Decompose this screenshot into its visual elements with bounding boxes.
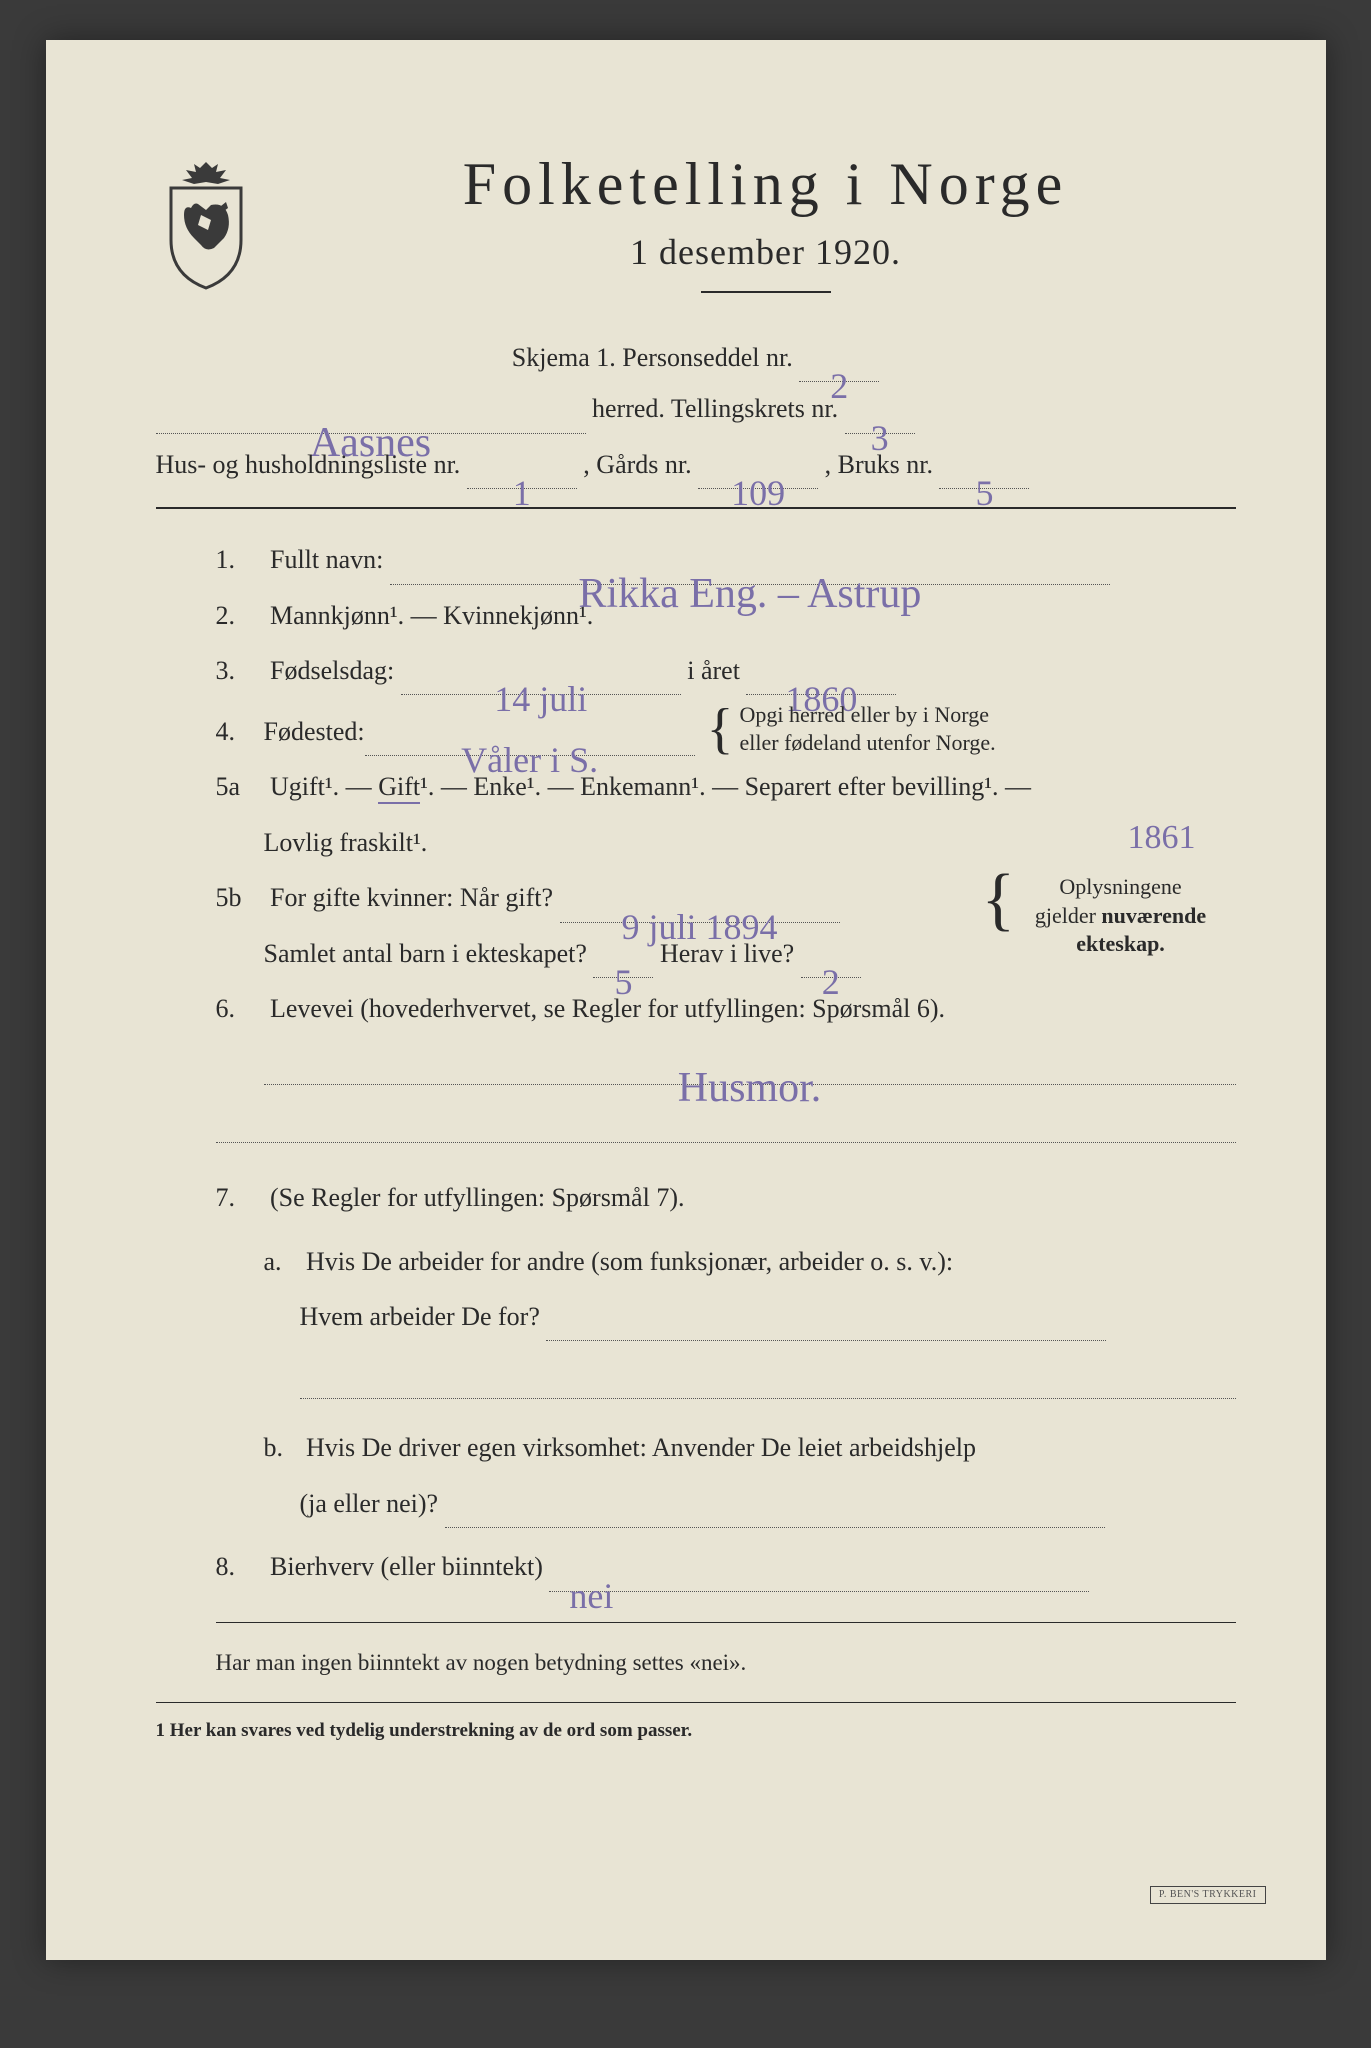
brace-icon: { (982, 879, 1016, 921)
q7a: a. Hvis De arbeider for andre (som funks… (156, 1237, 1236, 1286)
q5a-num: 5a (216, 762, 264, 811)
q7b-l1: Hvis De driver egen virksomhet: Anvender… (306, 1433, 976, 1462)
q5b-label3: Herav i live? (660, 939, 794, 968)
q1-label: Fullt navn: (270, 545, 383, 574)
q6-answer-line: Husmor. (264, 1045, 1236, 1085)
gards-nr: 109 (731, 473, 785, 513)
q7b: b. Hvis De driver egen virksomhet: Anven… (156, 1423, 1236, 1472)
q2: 2. Mannkjønn¹. — Kvinnekjønn¹. (156, 591, 1236, 640)
q5a-selected: Gift (378, 772, 420, 804)
q7a-line2: Hvem arbeider De for? (156, 1292, 1236, 1341)
schema-label: Skjema 1. Personseddel nr. (512, 343, 793, 372)
q6-num: 6. (216, 984, 264, 1033)
schema-line: Skjema 1. Personseddel nr. 2 (156, 333, 1236, 382)
husholdning-line: Hus- og husholdningsliste nr. 1 , Gårds … (156, 440, 1236, 489)
title-subtitle: 1 desember 1920. (296, 231, 1236, 273)
q8-num: 8. (216, 1542, 264, 1591)
q3: 3. Fødselsdag: 14 juli i året 1860 (156, 646, 1236, 695)
coat-of-arms-icon (156, 160, 256, 290)
q7a-l2: Hvem arbeider De for? (300, 1302, 540, 1331)
q5b-label1: For gifte kvinner: Når gift? (270, 883, 553, 912)
q5a-line2: Lovlig fraskilt¹. (156, 818, 1236, 867)
header: Folketelling i Norge 1 desember 1920. (156, 150, 1236, 293)
hus-nr: 1 (513, 473, 531, 513)
section-rule-1 (156, 507, 1236, 509)
q5a-text1: Ugift¹. — Gift¹. — Enke¹. — Enkemann¹. —… (270, 772, 1031, 804)
q5b-line2: Samlet antal barn i ekteskapet? 5 Herav … (156, 929, 1236, 978)
form-body: Skjema 1. Personseddel nr. 2 Aasnes herr… (156, 333, 1236, 1749)
hushold-label1: Hus- og husholdningsliste nr. (156, 450, 461, 479)
q4-note-l2: eller fødeland utenfor Norge. (740, 730, 996, 755)
q6-value: Husmor. (678, 1065, 822, 1111)
q7b-line2: (ja eller nei)? (156, 1479, 1236, 1528)
title-main: Folketelling i Norge (296, 150, 1236, 219)
q5b-side1: Oplysningene (1059, 874, 1181, 899)
q5b-num: 5b (216, 873, 264, 922)
footnote-1: 1 Her kan svares ved tydelig understrekn… (156, 1713, 1236, 1749)
q3-num: 3. (216, 646, 264, 695)
q8: 8. Bierhverv (eller biinntekt) nei (156, 1542, 1236, 1591)
q4-label: Fødested: (264, 707, 365, 756)
census-form-page: Folketelling i Norge 1 desember 1920. Sk… (46, 40, 1326, 1960)
printer-mark: P. BEN'S TRYKKERI (1150, 1886, 1266, 1904)
q2-label: Mannkjønn¹. — Kvinnekjønn¹. (270, 601, 593, 630)
hushold-label3: , Bruks nr. (825, 450, 933, 479)
q7-label: (Se Regler for utfyllingen: Spørsmål 7). (270, 1183, 684, 1212)
footnote-1-text: 1 Her kan svares ved tydelig understrekn… (156, 1720, 693, 1741)
q4-num: 4. (216, 707, 264, 756)
q7: 7. (Se Regler for utfyllingen: Spørsmål … (156, 1173, 1236, 1222)
footer-note-main: Har man ingen biinntekt av nogen betydni… (156, 1641, 1236, 1685)
q6: 6. Levevei (hovederhvervet, se Regler fo… (156, 984, 1236, 1033)
q5b-label2: Samlet antal barn i ekteskapet? (264, 939, 587, 968)
title-underline (701, 291, 831, 293)
q4-note: Opgi herred eller by i Norge eller fødel… (740, 701, 996, 756)
q6-label: Levevei (hovederhvervet, se Regler for u… (270, 994, 945, 1023)
thin-rule (216, 1622, 1236, 1623)
q7b-l2: (ja eller nei)? (300, 1489, 439, 1518)
q3-label: Fødselsdag: (270, 656, 394, 685)
q4-note-l1: Opgi herred eller by i Norge (740, 702, 989, 727)
brace-icon: { (707, 715, 734, 743)
q5b: 5b For gifte kvinner: Når gift? 9 juli 1… (156, 873, 1236, 922)
q3-mid: i året (687, 656, 740, 685)
blank-line-1 (216, 1109, 1236, 1143)
q7a-num: a. (264, 1237, 300, 1286)
q7a-l1: Hvis De arbeider for andre (som funksjon… (306, 1247, 953, 1276)
herred-line: Aasnes herred. Tellingskrets nr. 3 (156, 384, 1236, 433)
q4: 4. Fødested: Våler i S. { Opgi herred el… (156, 701, 1236, 756)
q1: 1. Fullt navn: Rikka Eng. – Astrup (156, 535, 1236, 584)
q5a: 5a Ugift¹. — Gift¹. — Enke¹. — Enkemann¹… (156, 762, 1236, 811)
bruks-nr: 5 (975, 473, 993, 513)
q8-label: Bierhverv (eller biinntekt) (270, 1552, 543, 1581)
q2-num: 2. (216, 591, 264, 640)
hushold-label2: , Gårds nr. (583, 450, 691, 479)
q8-value: nei (569, 1576, 613, 1616)
herred-label: herred. Tellingskrets nr. (592, 394, 838, 423)
q5a-text2: Lovlig fraskilt¹. (264, 828, 428, 857)
q5b-side2: gjelder nuværende (1035, 903, 1206, 928)
title-block: Folketelling i Norge 1 desember 1920. (296, 150, 1236, 293)
section-rule-2 (156, 1702, 1236, 1703)
q1-num: 1. (216, 535, 264, 584)
q7b-num: b. (264, 1423, 300, 1472)
blank-line-2 (300, 1365, 1236, 1399)
q7-num: 7. (216, 1173, 264, 1222)
